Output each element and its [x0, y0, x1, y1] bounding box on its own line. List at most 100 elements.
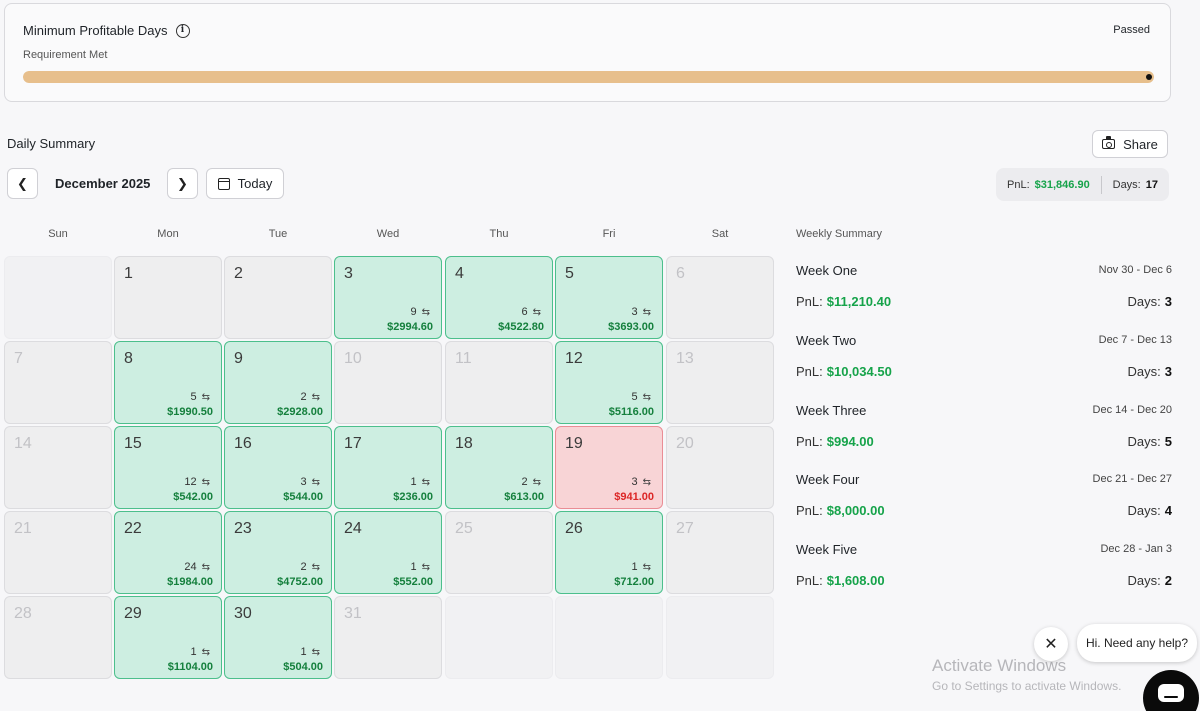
trade-count-value: 1 — [300, 646, 307, 658]
weekday-header: Thu — [489, 228, 509, 240]
camera-icon — [1102, 136, 1116, 149]
month-days-label: Days: — [1112, 178, 1141, 191]
week-days: Days: 2 — [1128, 573, 1172, 588]
calendar-day-cell[interactable]: 27 — [666, 511, 774, 594]
calendar-day-cell[interactable]: 2 — [224, 256, 332, 339]
calendar-day-cell[interactable]: 31 — [334, 596, 442, 679]
week-days-label: Days: — [1127, 503, 1161, 518]
calendar-day-cell[interactable]: 4 6 ⇆ $4522.80 — [445, 256, 553, 339]
day-pnl-amount: $504.00 — [283, 661, 323, 673]
swap-arrows-icon: ⇆ — [201, 561, 210, 573]
trade-count-value: 3 — [300, 476, 307, 488]
calendar-day-cell[interactable]: 18 2 ⇆ $613.00 — [445, 426, 553, 509]
calendar-day-cell[interactable]: 24 1 ⇆ $552.00 — [334, 511, 442, 594]
help-bubble[interactable]: Hi. Need any help? — [1077, 624, 1197, 662]
next-month-button[interactable]: ❯ — [167, 168, 198, 199]
weekday-header: Wed — [376, 228, 400, 240]
weekly-summary-row: Week Four Dec 21 - Dec 27 PnL: $8,000.00 Day… — [796, 472, 1172, 532]
week-name: Week Four — [796, 472, 860, 487]
calendar-day-cell[interactable]: 9 2 ⇆ $2928.00 — [224, 341, 332, 424]
prev-month-button[interactable]: ❮ — [7, 168, 38, 199]
trade-count: 2 ⇆ — [300, 391, 320, 403]
calendar-day-cell[interactable]: 12 5 ⇆ $5116.00 — [555, 341, 663, 424]
calendar-day-cell[interactable]: 29 1 ⇆ $1104.00 — [114, 596, 222, 679]
calendar-day-cell[interactable]: 13 — [666, 341, 774, 424]
calendar-day-cell[interactable]: 21 — [4, 511, 112, 594]
trade-count-value: 5 — [190, 391, 197, 403]
calendar-day-cell[interactable]: 7 — [4, 341, 112, 424]
calendar-day-cell[interactable]: 11 — [445, 341, 553, 424]
day-pnl-amount: $542.00 — [173, 491, 213, 503]
calendar-day-cell[interactable]: 28 — [4, 596, 112, 679]
week-name: Week One — [796, 263, 858, 278]
swap-arrows-icon: ⇆ — [201, 476, 210, 488]
week-pnl-label: PnL: — [796, 503, 823, 518]
close-icon: ✕ — [1044, 636, 1058, 653]
day-number: 16 — [234, 435, 252, 452]
today-button[interactable]: Today — [206, 168, 284, 199]
trade-count: 3 ⇆ — [300, 476, 320, 488]
day-number: 27 — [676, 520, 694, 537]
trade-count-value: 12 — [184, 476, 197, 488]
week-days-value: 3 — [1164, 294, 1172, 309]
swap-arrows-icon: ⇆ — [421, 561, 430, 573]
swap-arrows-icon: ⇆ — [642, 391, 651, 403]
week-days: Days: 3 — [1128, 364, 1172, 379]
close-chat-button[interactable]: ✕ — [1034, 627, 1068, 661]
trade-count-value: 2 — [300, 391, 307, 403]
calendar-day-cell[interactable]: 17 1 ⇆ $236.00 — [334, 426, 442, 509]
calendar-day-cell[interactable]: 26 1 ⇆ $712.00 — [555, 511, 663, 594]
day-number: 14 — [14, 435, 32, 452]
day-pnl-amount: $552.00 — [393, 576, 433, 588]
chat-launcher-button[interactable] — [1143, 670, 1199, 711]
calendar-day-cell[interactable]: 10 — [334, 341, 442, 424]
calendar-day-cell[interactable]: 19 3 ⇆ $941.00 — [555, 426, 663, 509]
requirement-subtitle: Requirement Met — [23, 49, 108, 61]
day-number: 17 — [344, 435, 362, 452]
day-number: 31 — [344, 605, 362, 622]
trade-count: 12 ⇆ — [184, 476, 210, 488]
calendar-day-cell[interactable]: 14 — [4, 426, 112, 509]
swap-arrows-icon: ⇆ — [201, 646, 210, 658]
day-number: 10 — [344, 350, 362, 367]
chat-icon — [1158, 684, 1184, 702]
week-pnl-value: $1,608.00 — [826, 573, 885, 588]
info-icon[interactable]: i — [175, 23, 190, 38]
calendar-day-cell[interactable]: 23 2 ⇆ $4752.00 — [224, 511, 332, 594]
calendar-day-cell[interactable]: 5 3 ⇆ $3693.00 — [555, 256, 663, 339]
weekday-header: Fri — [602, 228, 616, 240]
activate-windows-subtitle: Go to Settings to activate Windows. — [932, 679, 1122, 693]
day-number: 21 — [14, 520, 32, 537]
trade-count: 5 ⇆ — [190, 391, 210, 403]
week-name: Week Three — [796, 403, 867, 418]
calendar-day-cell[interactable]: 1 — [114, 256, 222, 339]
progress-dot — [1146, 74, 1152, 80]
swap-arrows-icon: ⇆ — [642, 306, 651, 318]
calendar-day-cell[interactable]: 15 12 ⇆ $542.00 — [114, 426, 222, 509]
share-button[interactable]: Share — [1092, 130, 1168, 158]
calendar-day-cell[interactable]: 30 1 ⇆ $504.00 — [224, 596, 332, 679]
day-number: 1 — [124, 265, 133, 282]
weekday-header: Sat — [711, 228, 729, 240]
calendar-day-cell[interactable]: 6 — [666, 256, 774, 339]
trade-count: 1 ⇆ — [410, 561, 430, 573]
calendar-day-cell — [4, 256, 112, 339]
day-number: 2 — [234, 265, 243, 282]
calendar-day-cell[interactable]: 3 9 ⇆ $2994.60 — [334, 256, 442, 339]
weekly-summary-row: Week One Nov 30 - Dec 6 PnL: $11,210.40 Days… — [796, 263, 1172, 323]
calendar-day-cell[interactable]: 16 3 ⇆ $544.00 — [224, 426, 332, 509]
calendar-day-cell[interactable]: 20 — [666, 426, 774, 509]
trade-count: 9 ⇆ — [410, 306, 430, 318]
calendar-day-cell[interactable]: 25 — [445, 511, 553, 594]
week-days-value: 3 — [1164, 364, 1172, 379]
swap-arrows-icon: ⇆ — [421, 306, 430, 318]
swap-arrows-icon: ⇆ — [532, 476, 541, 488]
trade-count-value: 6 — [521, 306, 528, 318]
calendar-day-cell[interactable]: 22 24 ⇆ $1984.00 — [114, 511, 222, 594]
trade-count-value: 2 — [300, 561, 307, 573]
day-number: 25 — [455, 520, 473, 537]
calendar-day-cell[interactable]: 8 5 ⇆ $1990.50 — [114, 341, 222, 424]
day-pnl-amount: $1104.00 — [167, 661, 213, 673]
day-number: 5 — [565, 265, 574, 282]
week-pnl: PnL: $1,608.00 — [796, 573, 885, 588]
